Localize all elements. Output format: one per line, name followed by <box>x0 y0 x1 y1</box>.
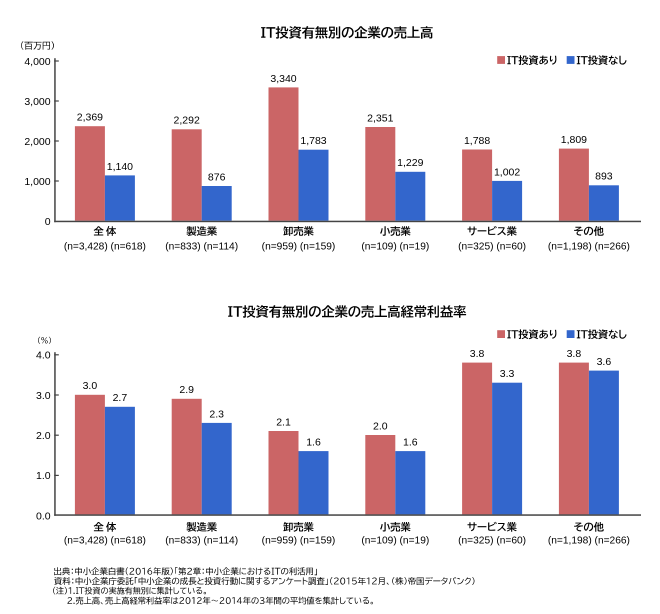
svg-text:3.0: 3.0 <box>83 380 98 392</box>
svg-text:1,002: 1,002 <box>494 166 520 178</box>
svg-text:2.0: 2.0 <box>373 420 388 432</box>
svg-text:(n=833) (n=114): (n=833) (n=114) <box>165 536 238 547</box>
svg-text:1.0: 1.0 <box>36 470 51 482</box>
svg-text:1,229: 1,229 <box>397 157 423 169</box>
svg-text:(n=109) (n=19): (n=109) (n=19) <box>361 241 429 252</box>
svg-text:(n=1,198) (n=266): (n=1,198) (n=266) <box>548 536 630 547</box>
svg-text:1,788: 1,788 <box>464 135 490 147</box>
svg-text:876: 876 <box>208 171 226 183</box>
svg-text:(n=325) (n=60): (n=325) (n=60) <box>458 536 526 547</box>
svg-text:2.7: 2.7 <box>113 392 128 404</box>
svg-text:2,292: 2,292 <box>174 115 200 127</box>
svg-text:3.8: 3.8 <box>470 348 485 360</box>
svg-text:2,351: 2,351 <box>367 112 393 124</box>
svg-text:2,369: 2,369 <box>77 112 103 124</box>
svg-text:1,000: 1,000 <box>24 176 50 188</box>
svg-text:3.0: 3.0 <box>36 390 51 402</box>
svg-text:1,783: 1,783 <box>300 135 326 147</box>
svg-text:2.3: 2.3 <box>209 408 224 420</box>
svg-text:0: 0 <box>45 216 51 228</box>
svg-text:1,140: 1,140 <box>107 161 133 173</box>
svg-text:(n=959) (n=159): (n=959) (n=159) <box>262 241 336 252</box>
svg-text:(n=833) (n=114): (n=833) (n=114) <box>165 241 238 252</box>
svg-text:893: 893 <box>595 171 613 183</box>
svg-text:4.0: 4.0 <box>36 350 51 362</box>
svg-text:3.6: 3.6 <box>597 356 612 368</box>
svg-text:(n=3,428) (n=618): (n=3,428) (n=618) <box>64 536 146 547</box>
svg-text:1.6: 1.6 <box>403 437 418 449</box>
svg-text:2.1: 2.1 <box>276 416 291 428</box>
svg-text:(n=109) (n=19): (n=109) (n=19) <box>361 536 429 547</box>
svg-text:0.0: 0.0 <box>36 510 51 522</box>
svg-text:3.8: 3.8 <box>567 348 582 360</box>
svg-text:1,809: 1,809 <box>561 134 587 146</box>
svg-text:3.3: 3.3 <box>500 368 515 380</box>
svg-text:3,340: 3,340 <box>270 73 296 85</box>
svg-text:4,000: 4,000 <box>24 56 50 68</box>
svg-text:(n=1,198) (n=266): (n=1,198) (n=266) <box>548 241 630 252</box>
svg-text:(n=325) (n=60): (n=325) (n=60) <box>458 241 526 252</box>
svg-text:1.6: 1.6 <box>306 437 321 449</box>
svg-text:(n=959) (n=159): (n=959) (n=159) <box>262 536 336 547</box>
svg-text:3,000: 3,000 <box>24 96 50 108</box>
svg-text:(n=3,428) (n=618): (n=3,428) (n=618) <box>64 241 146 252</box>
svg-text:2.9: 2.9 <box>179 384 194 396</box>
svg-text:2.0: 2.0 <box>36 430 51 442</box>
svg-text:2,000: 2,000 <box>24 136 50 148</box>
